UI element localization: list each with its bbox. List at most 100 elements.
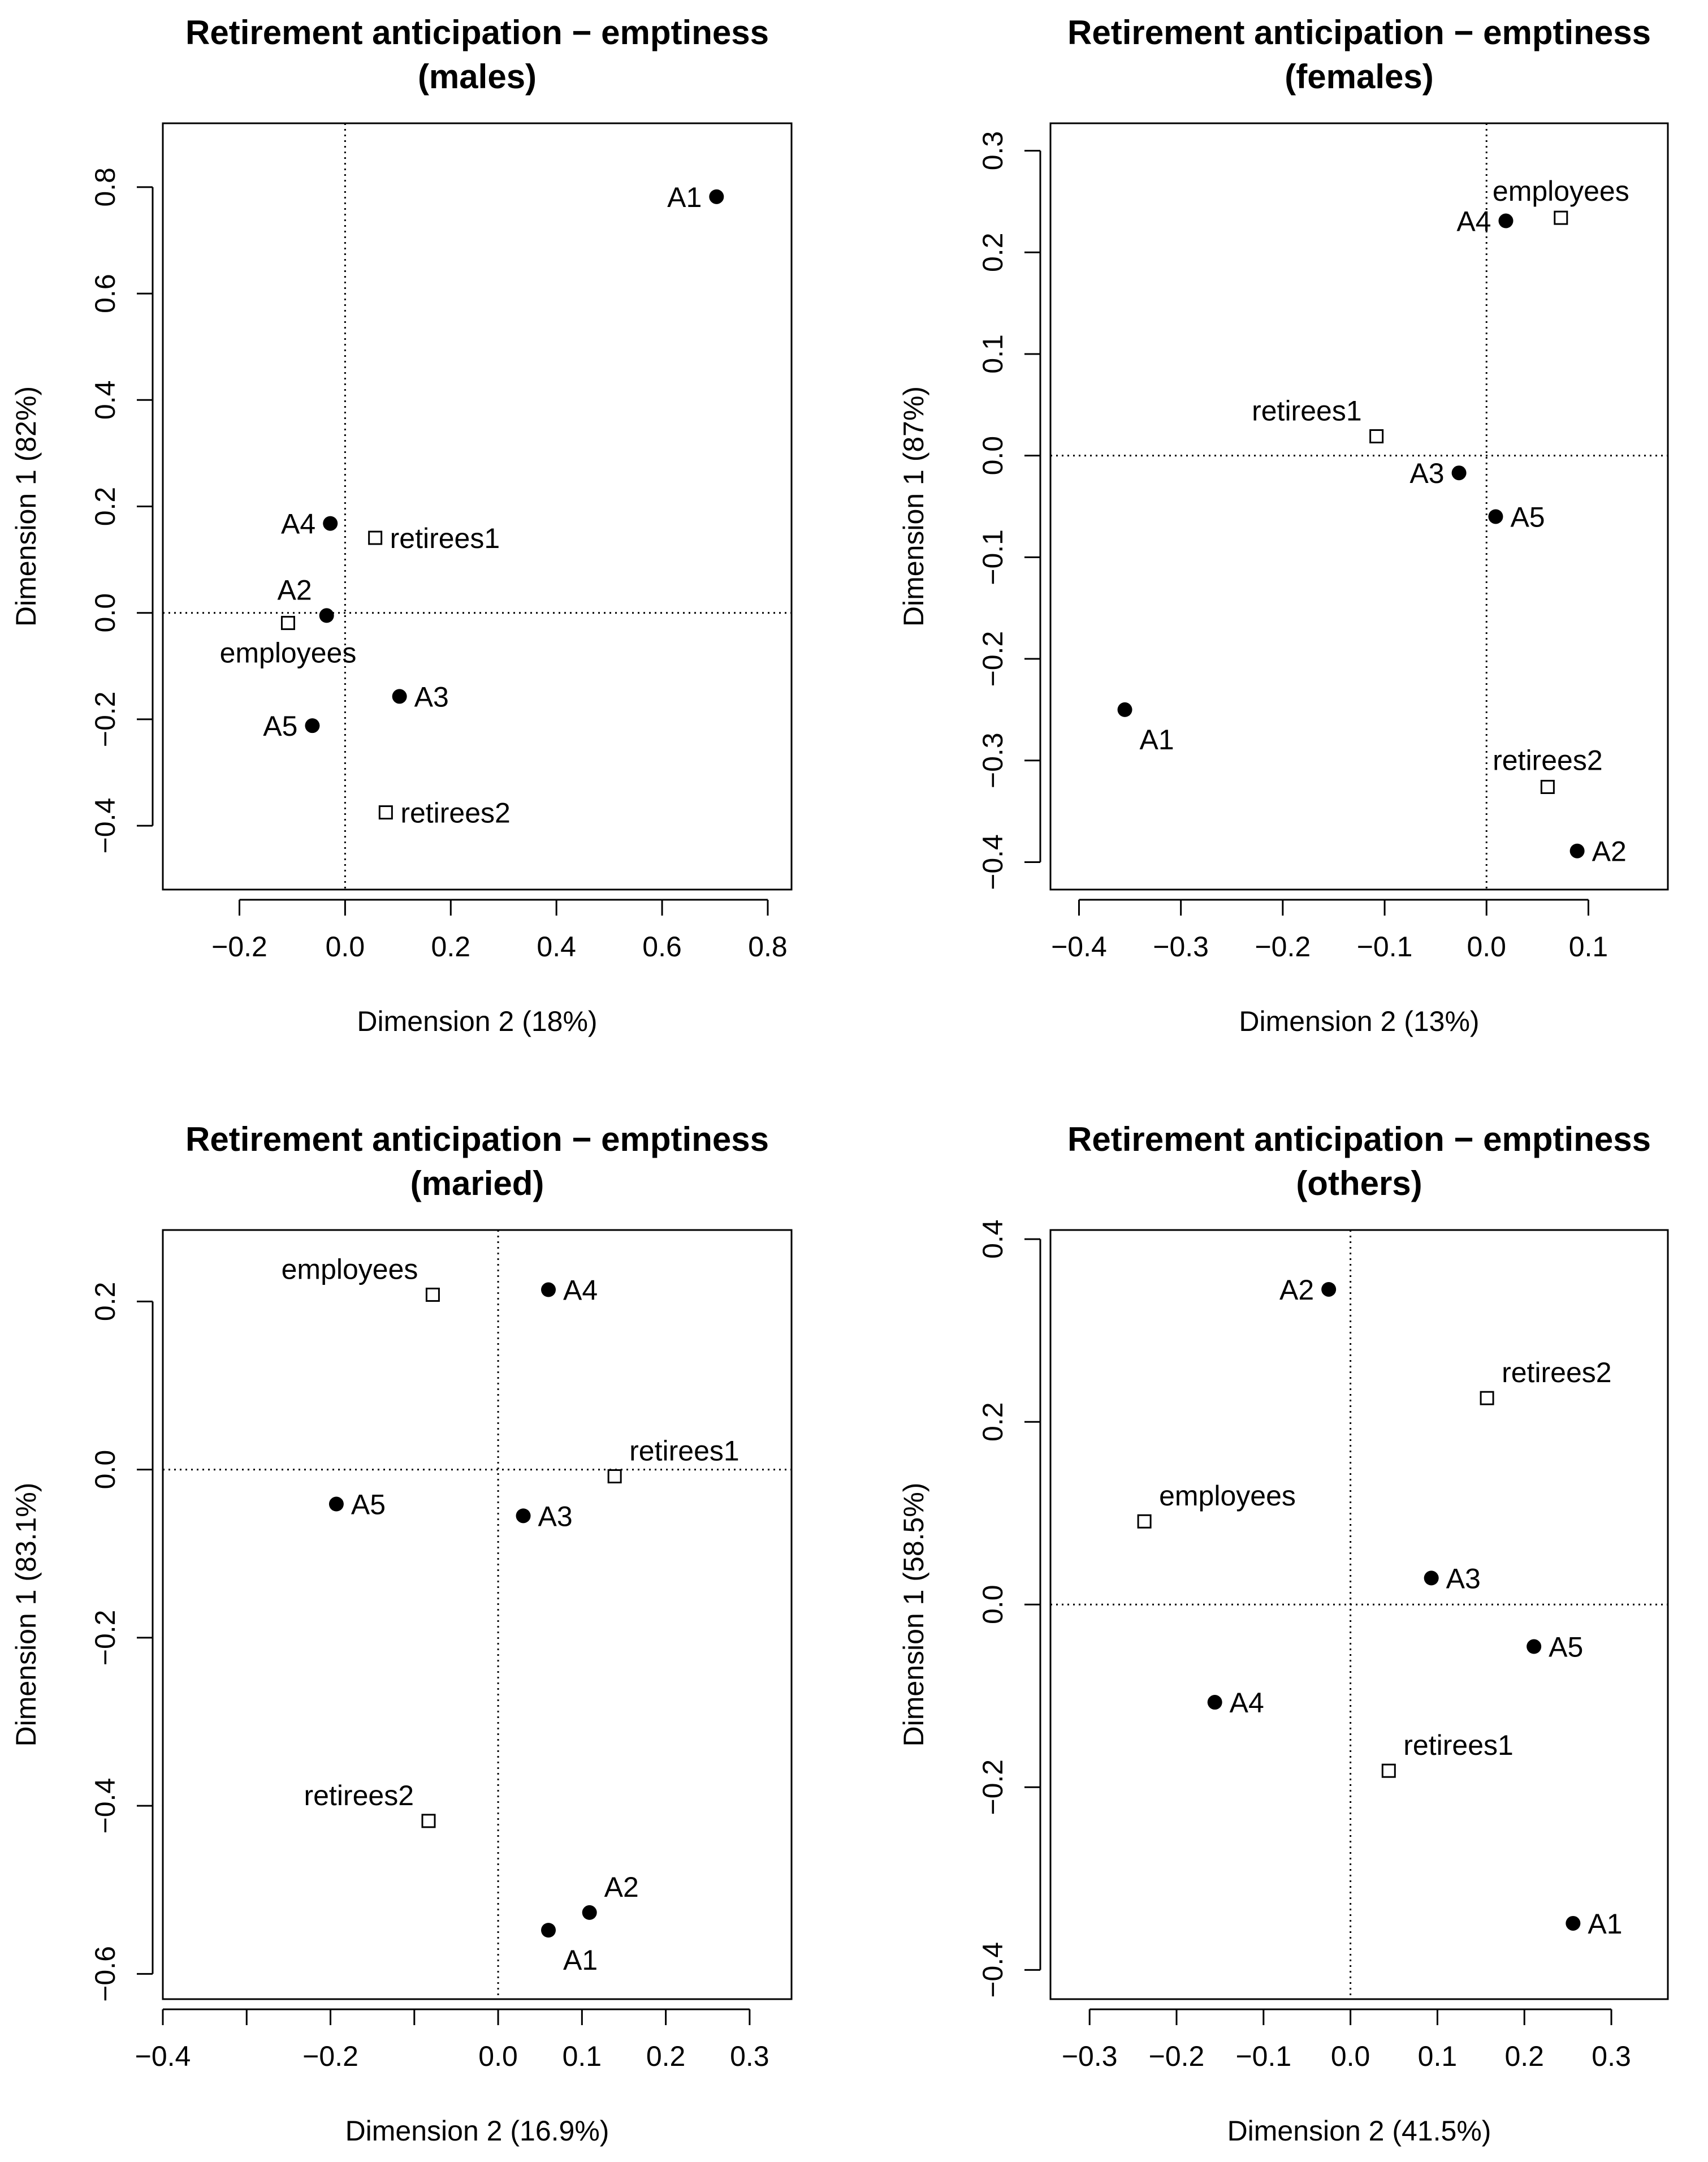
- point-label-employees: employees: [1493, 175, 1629, 207]
- point-label-retirees2: retirees2: [304, 1780, 414, 1811]
- y-tick-label: 0.2: [89, 487, 121, 527]
- y-tick-label: −0.1: [977, 529, 1009, 585]
- point-label-A4: A4: [1456, 206, 1491, 238]
- x-tick-label: 0.2: [646, 2040, 686, 2072]
- point-A4: [1498, 213, 1514, 228]
- point-employees: [1137, 1514, 1152, 1529]
- point-A1: [709, 189, 724, 204]
- point-label-retirees1: retirees1: [390, 523, 500, 554]
- chart-title: Retirement anticipation − emptiness: [1067, 14, 1651, 51]
- point-label-A2: A2: [278, 574, 312, 606]
- point-label-retirees1: retirees1: [629, 1435, 740, 1466]
- y-tick-label: 0.4: [977, 1219, 1009, 1259]
- point-label-employees: employees: [282, 1253, 418, 1285]
- point-label-A1: A1: [563, 1944, 598, 1976]
- point-retirees1: [368, 530, 383, 545]
- x-axis-label: Dimension 2 (18%): [357, 1006, 597, 1037]
- point-label-A1: A1: [1588, 1908, 1622, 1940]
- x-tick-label: −0.2: [211, 931, 267, 963]
- point-label-employees: employees: [1159, 1480, 1296, 1512]
- point-A1: [541, 1923, 556, 1938]
- point-A5: [305, 718, 320, 733]
- x-tick-label: −0.4: [135, 2040, 191, 2072]
- y-tick-label: 0.0: [89, 593, 121, 633]
- point-retirees1: [1369, 429, 1384, 444]
- y-tick-label: −0.2: [977, 631, 1009, 687]
- x-tick-label: −0.2: [1255, 931, 1311, 963]
- y-tick-label: −0.4: [89, 798, 121, 854]
- y-axis-label: Dimension 1 (58.5%): [898, 1483, 929, 1747]
- x-axis-label: Dimension 2 (41.5%): [1227, 2115, 1491, 2147]
- x-tick-label: 0.2: [431, 931, 471, 963]
- point-A1: [1117, 702, 1132, 717]
- point-label-employees: employees: [220, 637, 357, 669]
- x-tick-label: 0.3: [1592, 2040, 1631, 2072]
- x-tick-label: 0.1: [1418, 2040, 1458, 2072]
- x-axis-label: Dimension 2 (13%): [1239, 1006, 1479, 1037]
- x-tick-label: 0.6: [642, 931, 682, 963]
- y-tick-label: 0.3: [977, 131, 1009, 171]
- point-A4: [541, 1282, 556, 1297]
- y-tick-label: 0.2: [977, 232, 1009, 272]
- point-label-A2: A2: [1592, 836, 1627, 868]
- x-tick-label: 0.0: [326, 931, 365, 963]
- plot-frame: [162, 122, 793, 891]
- point-A3: [1424, 1570, 1439, 1586]
- point-A2: [319, 608, 334, 623]
- y-axis-label: Dimension 1 (82%): [10, 386, 42, 627]
- x-tick-label: 0.1: [1569, 931, 1608, 963]
- point-label-A3: A3: [1409, 458, 1444, 489]
- point-label-A4: A4: [281, 508, 315, 540]
- y-tick-label: 0.1: [977, 334, 1009, 374]
- point-label-A3: A3: [1446, 1563, 1481, 1594]
- chart-subtitle: (males): [418, 58, 537, 96]
- point-retirees1: [607, 1469, 622, 1483]
- point-A2: [582, 1905, 597, 1920]
- y-tick-label: 0.6: [89, 274, 121, 313]
- chart-title: Retirement anticipation − emptiness: [1067, 1120, 1651, 1158]
- point-employees: [280, 616, 295, 631]
- y-axis-label: Dimension 1 (87%): [898, 386, 929, 627]
- point-retirees2: [378, 805, 393, 820]
- point-label-retirees1: retirees1: [1252, 395, 1362, 427]
- x-tick-label: −0.3: [1062, 2040, 1118, 2072]
- x-tick-label: 0.3: [730, 2040, 769, 2072]
- chart-panel-maried: Retirement anticipation − emptiness (mari…: [10, 1120, 793, 2147]
- chart-subtitle: (maried): [410, 1164, 544, 1202]
- point-retirees1: [1381, 1763, 1396, 1778]
- point-A1: [1566, 1915, 1581, 1931]
- y-axis-label: Dimension 1 (83.1%): [10, 1483, 42, 1747]
- point-label-A4: A4: [1230, 1687, 1264, 1719]
- point-label-A4: A4: [563, 1275, 598, 1306]
- point-label-A2: A2: [604, 1871, 639, 1903]
- y-tick-label: −0.4: [89, 1778, 121, 1834]
- point-A4: [323, 516, 338, 531]
- point-A2: [1569, 843, 1585, 858]
- y-tick-label: −0.4: [977, 1942, 1009, 1998]
- y-tick-label: 0.2: [977, 1402, 1009, 1442]
- x-tick-label: 0.1: [563, 2040, 602, 2072]
- x-tick-label: −0.1: [1357, 931, 1413, 963]
- y-tick-label: 0.0: [977, 436, 1009, 476]
- y-tick-label: −0.2: [89, 692, 121, 748]
- x-tick-label: 0.0: [1467, 931, 1506, 963]
- plot-frame: [162, 1229, 793, 2000]
- y-tick-label: −0.3: [977, 732, 1009, 788]
- chart-panel-others: Retirement anticipation − emptiness (othe…: [898, 1120, 1669, 2147]
- chart-title: Retirement anticipation − emptiness: [185, 1120, 769, 1158]
- chart-panel-females: Retirement anticipation − emptiness (fema…: [898, 14, 1669, 1037]
- y-tick-label: 0.0: [89, 1450, 121, 1490]
- point-label-A1: A1: [1140, 724, 1174, 756]
- point-retirees2: [1540, 779, 1555, 794]
- point-label-A5: A5: [1510, 501, 1545, 533]
- point-A5: [328, 1496, 344, 1512]
- point-employees: [425, 1287, 440, 1302]
- x-tick-label: 0.8: [748, 931, 788, 963]
- x-tick-label: 0.0: [478, 2040, 518, 2072]
- y-tick-label: −0.4: [977, 834, 1009, 890]
- point-A4: [1207, 1695, 1222, 1710]
- point-A3: [1451, 465, 1467, 481]
- point-label-retirees2: retirees2: [1493, 744, 1603, 776]
- chart-title: Retirement anticipation − emptiness: [185, 14, 769, 51]
